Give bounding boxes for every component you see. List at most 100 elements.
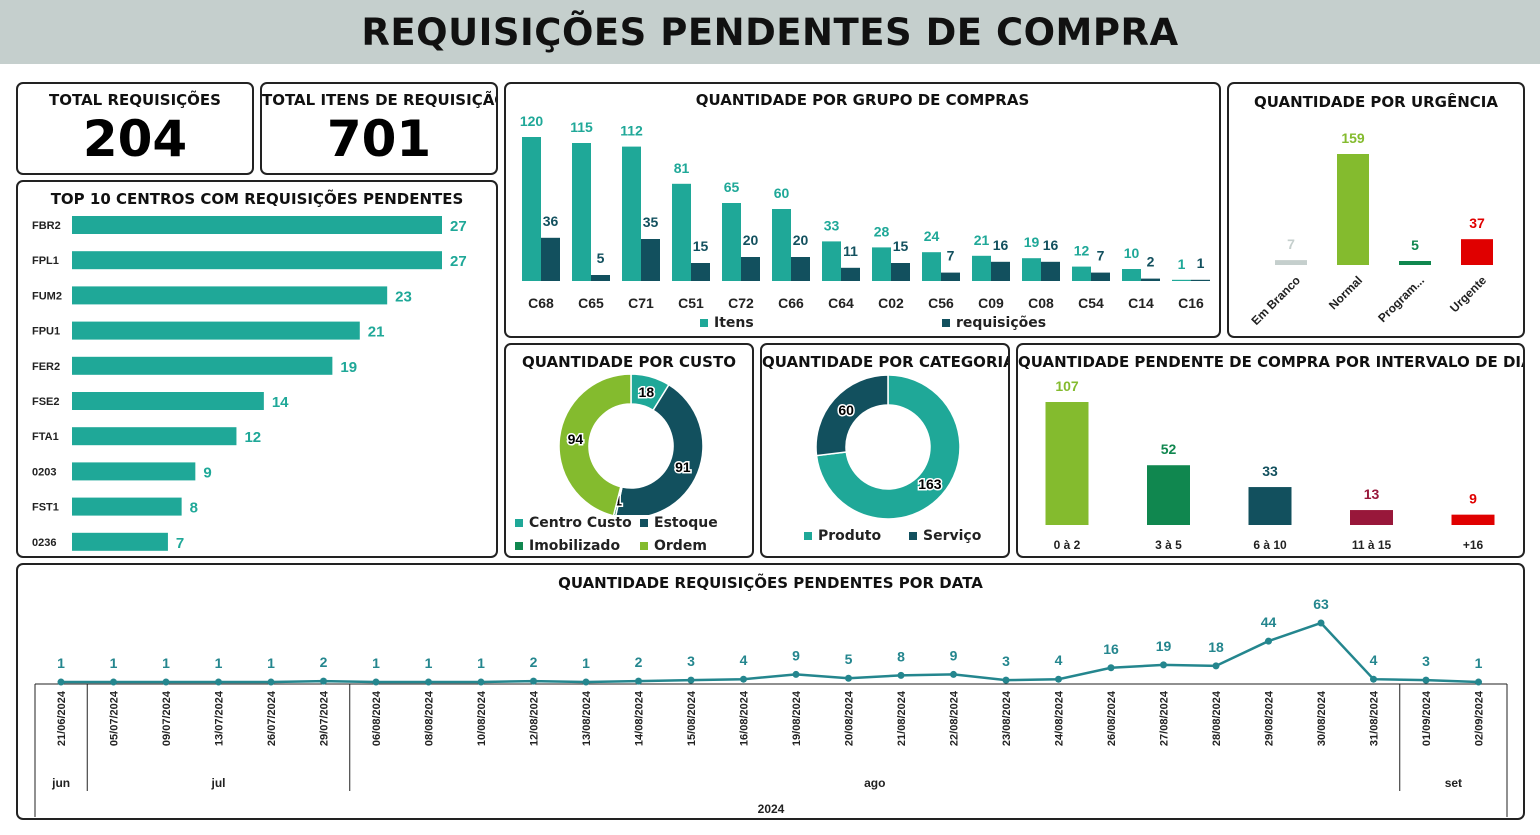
grupo-value-requisicoes: 11 <box>843 243 858 259</box>
data-date-label: 28/08/2024 <box>1211 690 1223 746</box>
categoria-chart: 16360 <box>762 345 1008 525</box>
top10-category-label: FUM2 <box>32 290 62 302</box>
kpi-total-itens-value: 701 <box>262 110 496 168</box>
data-date-label: 24/08/2024 <box>1054 690 1066 746</box>
grupo-chart: 12036C681155C6511235C718115C516520C72602… <box>506 84 1219 336</box>
grupo-bar-itens <box>1022 258 1041 281</box>
top10-category-label: 0236 <box>32 537 56 549</box>
grupo-bar-itens <box>622 147 641 281</box>
data-point <box>635 678 642 685</box>
data-point <box>268 679 275 686</box>
data-date-label: 29/07/2024 <box>319 690 331 746</box>
grupo-bar-itens <box>1122 269 1141 281</box>
intervalo-value-label: 13 <box>1364 486 1380 502</box>
data-value-label: 63 <box>1313 596 1329 612</box>
data-point <box>793 671 800 678</box>
data-value-label: 1 <box>372 655 380 671</box>
grupo-category-label: C08 <box>1028 295 1054 311</box>
data-value-label: 9 <box>950 647 958 663</box>
grupo-bar-itens <box>922 252 941 281</box>
data-date-label: 15/08/2024 <box>686 690 698 746</box>
grupo-category-label: C02 <box>878 295 904 311</box>
grupo-category-label: C71 <box>628 295 654 311</box>
grupo-category-label: C09 <box>978 295 1004 311</box>
grupo-value-itens: 19 <box>1024 234 1040 250</box>
data-month-label: jun <box>51 776 70 790</box>
data-point <box>898 672 905 679</box>
data-date-label: 14/08/2024 <box>634 690 646 746</box>
grupo-bar-requisicoes <box>641 239 660 281</box>
intervalo-bar <box>1350 510 1393 525</box>
data-point <box>1370 676 1377 683</box>
data-date-label: 26/08/2024 <box>1106 690 1118 746</box>
intervalo-category-label: 0 à 2 <box>1054 538 1081 552</box>
top10-value-label: 8 <box>190 500 198 517</box>
data-value-label: 1 <box>110 655 118 671</box>
grupo-value-requisicoes: 7 <box>1097 248 1105 264</box>
top10-bar <box>72 322 360 340</box>
data-value-label: 1 <box>477 655 485 671</box>
grupo-bar-requisicoes <box>1091 273 1110 281</box>
categoria-slice-label: 60 <box>838 402 854 418</box>
data-point <box>583 679 590 686</box>
data-value-label: 19 <box>1156 638 1172 654</box>
custo-legend-estoque-swatch <box>640 519 648 527</box>
data-value-label: 2 <box>530 654 538 670</box>
data-value-label: 4 <box>740 652 748 668</box>
grupo-value-requisicoes: 15 <box>893 238 909 254</box>
top10-chart: FBR2 27FPL1 27FUM2 23FPU1 21FER2 19FSE2 14FTA1… <box>18 182 496 556</box>
top10-value-label: 14 <box>272 394 289 411</box>
intervalo-chart: 1070 à 2523 à 5336 à 101311 à 159+16 <box>1018 345 1523 556</box>
custo-legend-centro-custo: Centro Custo <box>515 515 632 531</box>
intervalo-category-label: +16 <box>1463 538 1484 552</box>
data-point <box>1318 620 1325 627</box>
data-month-label: ago <box>864 776 885 790</box>
grupo-category-label: C56 <box>928 295 954 311</box>
data-point <box>110 679 117 686</box>
intervalo-bar <box>1147 465 1190 525</box>
grupo-bar-requisicoes <box>1141 279 1160 281</box>
grupo-value-requisicoes: 2 <box>1147 254 1155 270</box>
grupo-value-itens: 115 <box>570 119 593 135</box>
data-value-label: 3 <box>1422 653 1430 669</box>
grupo-bar-itens <box>972 256 991 281</box>
grupo-category-label: C16 <box>1178 295 1204 311</box>
grupo-bar-requisicoes <box>791 257 810 281</box>
data-value-label: 4 <box>1055 652 1063 668</box>
data-year-label: 2024 <box>758 802 785 816</box>
grupo-value-itens: 10 <box>1124 245 1140 261</box>
data-date-label: 13/07/2024 <box>214 690 226 746</box>
urgencia-category-label: Em Branco <box>1248 273 1303 328</box>
grupo-bar-requisicoes <box>941 273 960 281</box>
data-date-label: 16/08/2024 <box>739 690 751 746</box>
grupo-value-itens: 60 <box>774 185 790 201</box>
data-date-label: 27/08/2024 <box>1159 690 1171 746</box>
data-point <box>320 678 327 685</box>
urgencia-bar <box>1399 261 1431 265</box>
urgencia-panel: QUANTIDADE POR URGÊNCIA 7 Em Branco 159 Nor… <box>1227 82 1525 338</box>
urgencia-category-label: Urgente <box>1447 273 1489 315</box>
grupo-value-requisicoes: 16 <box>1043 237 1059 253</box>
grupo-value-itens: 81 <box>674 160 690 176</box>
top10-category-label: FSE2 <box>32 396 60 408</box>
top10-value-label: 7 <box>176 535 184 552</box>
urgencia-value-label: 5 <box>1411 237 1419 253</box>
top10-bar <box>72 357 332 375</box>
data-point <box>688 677 695 684</box>
data-date-label: 12/08/2024 <box>529 690 541 746</box>
grupo-bar-requisicoes <box>741 257 760 281</box>
grupo-bar-itens <box>572 143 591 281</box>
data-value-label: 1 <box>57 655 65 671</box>
data-point <box>530 678 537 685</box>
grupo-category-label: C65 <box>578 295 604 311</box>
custo-legend-imobilizado: Imobilizado <box>515 538 620 554</box>
intervalo-value-label: 107 <box>1055 378 1079 394</box>
grupo-legend-itens: Itens <box>700 315 754 331</box>
intervalo-value-label: 52 <box>1161 441 1177 457</box>
urgencia-bar <box>1275 260 1307 265</box>
data-date-label: 19/08/2024 <box>791 690 803 746</box>
data-date-label: 21/08/2024 <box>896 690 908 746</box>
top10-category-label: FST1 <box>32 502 59 514</box>
grupo-value-itens: 24 <box>924 228 940 244</box>
data-value-label: 9 <box>792 647 800 663</box>
